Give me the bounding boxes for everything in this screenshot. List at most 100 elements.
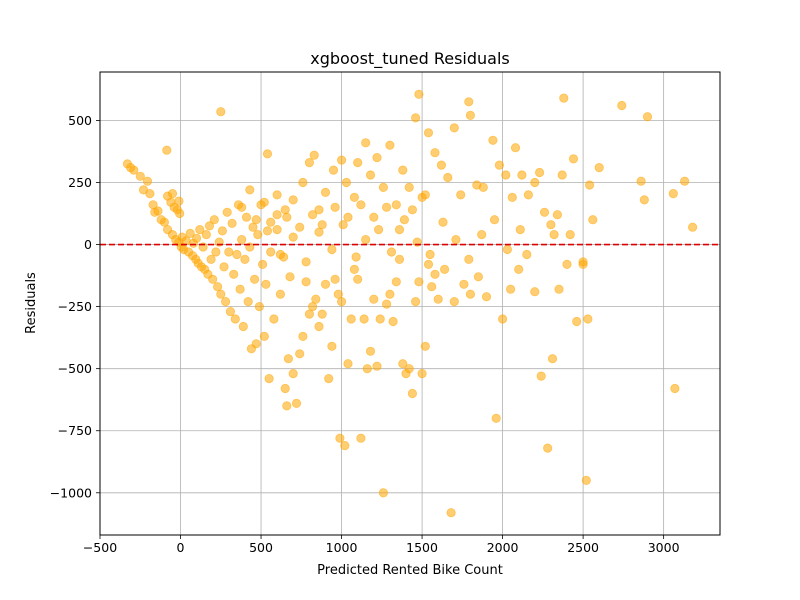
scatter-point <box>298 331 308 341</box>
scatter-point <box>217 226 227 236</box>
scatter-point <box>583 314 593 324</box>
scatter-point <box>410 113 421 123</box>
scatter-point <box>291 398 302 408</box>
scatter-point <box>381 299 392 309</box>
scatter-point <box>185 228 195 238</box>
scatter-point <box>238 321 248 332</box>
scatter-point <box>230 314 240 324</box>
y-tick-label: −250 <box>58 299 92 314</box>
scatter-point <box>219 262 229 272</box>
scatter-point <box>398 359 408 369</box>
scatter-point <box>436 160 446 170</box>
scatter-point <box>327 341 337 351</box>
scatter-point <box>167 189 178 199</box>
scatter-point <box>423 259 434 269</box>
y-axis-label: Residuals <box>24 272 39 334</box>
scatter-point <box>388 316 398 327</box>
scatter-point <box>369 212 379 222</box>
scatter-point <box>261 279 271 289</box>
scatter-point <box>211 247 221 257</box>
scatter-point <box>304 158 314 168</box>
scatter-point <box>285 272 295 282</box>
scatter-point <box>251 215 261 225</box>
scatter-point <box>216 289 226 299</box>
scatter-point <box>232 249 242 260</box>
scatter-points <box>122 89 698 518</box>
y-tick-label: 500 <box>68 113 92 128</box>
scatter-point <box>391 200 401 210</box>
scatter-point <box>547 354 558 364</box>
scatter-point <box>543 443 553 453</box>
scatter-point <box>351 252 361 262</box>
scatter-point <box>420 341 430 351</box>
scatter-point <box>272 210 282 220</box>
scatter-point <box>459 279 469 289</box>
scatter-point <box>464 97 474 107</box>
scatter-point <box>481 292 492 302</box>
scatter-point <box>372 153 382 163</box>
scatter-point <box>581 475 591 485</box>
scatter-point <box>465 110 475 121</box>
scatter-point <box>510 143 521 153</box>
scatter-point <box>410 296 421 307</box>
scatter-point <box>288 368 298 379</box>
scatter-point <box>449 296 459 307</box>
chart-title: xgboost_tuned Residuals <box>310 49 510 69</box>
scatter-point <box>407 388 417 399</box>
scatter-point <box>266 247 276 257</box>
scatter-point <box>505 284 516 294</box>
scatter-point <box>362 364 372 374</box>
scatter-point <box>153 206 163 216</box>
scatter-point <box>288 195 298 205</box>
scatter-point <box>594 163 604 173</box>
scatter-point <box>372 361 382 371</box>
scatter-point <box>515 225 525 235</box>
scatter-point <box>501 170 511 180</box>
scatter-point <box>145 189 155 199</box>
scatter-point <box>404 182 414 192</box>
scatter-point <box>356 433 366 443</box>
scatter-point <box>433 294 443 304</box>
scatter-point <box>478 182 488 192</box>
y-tick-label: 0 <box>84 237 92 252</box>
scatter-point <box>514 264 524 274</box>
scatter-point <box>282 212 292 222</box>
scatter-point <box>386 247 397 257</box>
scatter-point <box>195 225 205 235</box>
scatter-point <box>225 306 235 317</box>
scatter-point <box>235 284 245 294</box>
scatter-point <box>282 401 292 411</box>
scatter-point <box>430 148 440 158</box>
scatter-point <box>280 383 290 394</box>
x-tick-label: 1500 <box>406 540 438 555</box>
scatter-point <box>378 182 388 192</box>
plot-area <box>100 72 720 535</box>
scatter-point <box>317 309 327 319</box>
scatter-point <box>221 296 231 307</box>
scatter-point <box>307 210 318 220</box>
scatter-point <box>283 354 293 364</box>
scatter-point <box>336 296 347 307</box>
scatter-point <box>204 221 215 231</box>
scatter-point <box>446 508 456 518</box>
scatter-point <box>349 264 359 274</box>
scatter-point <box>311 294 321 304</box>
scatter-point <box>349 192 359 202</box>
scatter-point <box>361 138 371 148</box>
scatter-point <box>414 89 424 99</box>
scatter-point <box>343 212 353 222</box>
scatter-point <box>534 167 545 178</box>
scatter-point <box>494 160 504 170</box>
scatter-point <box>237 202 247 212</box>
scatter-point <box>670 383 680 394</box>
scatter-point <box>507 192 517 202</box>
scatter-point <box>275 289 285 299</box>
scatter-point <box>250 274 260 284</box>
scatter-point <box>361 235 371 245</box>
scatter-point <box>536 371 546 381</box>
y-axis-ticks: −1000 −750 −500 −250 0 250 500 <box>50 113 100 500</box>
scatter-point <box>314 205 324 215</box>
scatter-point <box>237 235 247 245</box>
